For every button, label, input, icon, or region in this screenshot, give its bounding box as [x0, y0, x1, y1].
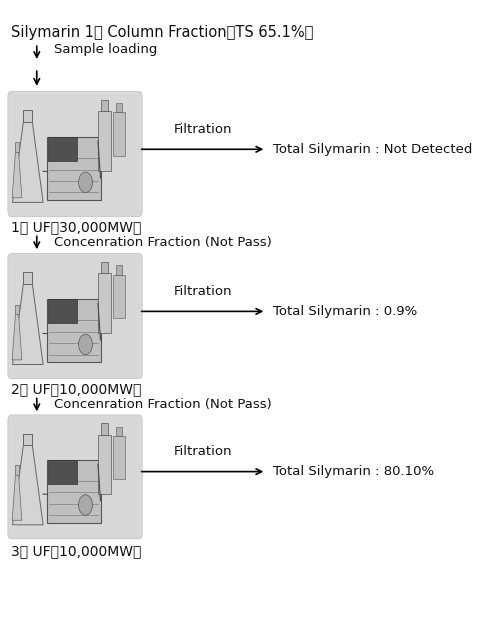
- Bar: [113, 436, 125, 479]
- Circle shape: [79, 334, 92, 355]
- FancyBboxPatch shape: [8, 415, 142, 539]
- Bar: [47, 136, 101, 200]
- Text: Filtration: Filtration: [173, 123, 232, 136]
- Polygon shape: [12, 152, 22, 198]
- Bar: [24, 433, 32, 445]
- Bar: [115, 426, 122, 436]
- Text: Silymarin 1차 Column Fraction（TS 65.1%）: Silymarin 1차 Column Fraction（TS 65.1%）: [11, 25, 314, 40]
- Bar: [48, 460, 78, 484]
- Bar: [24, 110, 32, 121]
- Bar: [113, 113, 125, 156]
- Text: 1차 UF（30,000MW）: 1차 UF（30,000MW）: [11, 220, 141, 234]
- Text: Total Silymarin : 0.9%: Total Silymarin : 0.9%: [273, 305, 417, 318]
- Text: 2차 UF（10,000MW）: 2차 UF（10,000MW）: [11, 382, 141, 396]
- Bar: [101, 423, 108, 435]
- Bar: [115, 265, 122, 274]
- Polygon shape: [12, 314, 22, 360]
- Bar: [101, 262, 108, 274]
- Polygon shape: [12, 475, 22, 520]
- Text: Filtration: Filtration: [173, 445, 232, 458]
- Text: Total Silymarin : Not Detected: Total Silymarin : Not Detected: [273, 143, 472, 156]
- Bar: [113, 274, 125, 318]
- Text: Total Silymarin : 80.10%: Total Silymarin : 80.10%: [273, 465, 434, 478]
- Circle shape: [79, 495, 92, 515]
- Bar: [48, 136, 78, 161]
- Bar: [16, 142, 19, 152]
- Bar: [47, 299, 101, 362]
- Text: 3차 UF（10,000MW）: 3차 UF（10,000MW）: [11, 544, 141, 558]
- Bar: [101, 100, 108, 111]
- Text: Concenration Fraction (Not Pass): Concenration Fraction (Not Pass): [54, 237, 272, 249]
- Bar: [98, 435, 110, 494]
- Bar: [24, 272, 32, 284]
- Text: Sample loading: Sample loading: [54, 43, 157, 56]
- Circle shape: [79, 172, 92, 192]
- Polygon shape: [13, 284, 43, 364]
- FancyBboxPatch shape: [8, 91, 142, 216]
- Bar: [16, 304, 19, 314]
- Text: Filtration: Filtration: [173, 285, 232, 298]
- Bar: [98, 111, 110, 171]
- Text: Concenration Fraction (Not Pass): Concenration Fraction (Not Pass): [54, 398, 272, 411]
- Bar: [98, 274, 110, 333]
- Polygon shape: [13, 121, 43, 203]
- Bar: [16, 465, 19, 475]
- Bar: [48, 299, 78, 323]
- FancyBboxPatch shape: [8, 253, 142, 379]
- Bar: [47, 460, 101, 523]
- Bar: [115, 103, 122, 113]
- Polygon shape: [13, 445, 43, 525]
